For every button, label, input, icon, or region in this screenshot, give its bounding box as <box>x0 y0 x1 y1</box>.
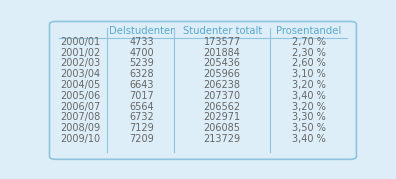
Text: 3,30 %: 3,30 % <box>292 112 326 122</box>
Text: 2,70 %: 2,70 % <box>292 37 326 47</box>
Text: 3,40 %: 3,40 % <box>292 91 326 101</box>
Text: 5239: 5239 <box>129 59 154 68</box>
Text: 3,40 %: 3,40 % <box>292 134 326 144</box>
FancyBboxPatch shape <box>50 21 356 159</box>
Text: 6564: 6564 <box>129 101 154 112</box>
Text: 2,60 %: 2,60 % <box>292 59 326 68</box>
Text: Studenter totalt: Studenter totalt <box>183 26 262 36</box>
Text: 2002/03: 2002/03 <box>60 59 100 68</box>
Text: 213729: 213729 <box>204 134 241 144</box>
Text: 3,10 %: 3,10 % <box>292 69 326 79</box>
Text: 6732: 6732 <box>129 112 154 122</box>
Text: 3,20 %: 3,20 % <box>292 80 326 90</box>
Text: 2009/10: 2009/10 <box>60 134 100 144</box>
Text: 206085: 206085 <box>204 123 241 133</box>
Text: 2001/02: 2001/02 <box>60 48 100 58</box>
Text: 206238: 206238 <box>204 80 241 90</box>
Text: 7129: 7129 <box>129 123 154 133</box>
Text: 2006/07: 2006/07 <box>60 101 100 112</box>
Text: 3,50 %: 3,50 % <box>292 123 326 133</box>
Text: 205436: 205436 <box>204 59 241 68</box>
Text: 4700: 4700 <box>129 48 154 58</box>
Text: 3,20 %: 3,20 % <box>292 101 326 112</box>
Text: 2003/04: 2003/04 <box>60 69 100 79</box>
Text: 206562: 206562 <box>204 101 241 112</box>
Text: 2007/08: 2007/08 <box>60 112 100 122</box>
Text: 6643: 6643 <box>129 80 154 90</box>
Text: 201884: 201884 <box>204 48 241 58</box>
Text: 2008/09: 2008/09 <box>60 123 100 133</box>
Text: 2004/05: 2004/05 <box>60 80 100 90</box>
Text: 207370: 207370 <box>204 91 241 101</box>
Text: 2005/06: 2005/06 <box>60 91 100 101</box>
Text: 2000/01: 2000/01 <box>60 37 100 47</box>
Text: 205966: 205966 <box>204 69 241 79</box>
Text: 202971: 202971 <box>204 112 241 122</box>
Text: 173577: 173577 <box>204 37 241 47</box>
Text: 7017: 7017 <box>129 91 154 101</box>
Text: Delstudenter: Delstudenter <box>109 26 175 36</box>
Text: 2,30 %: 2,30 % <box>292 48 326 58</box>
Text: Prosentandel: Prosentandel <box>276 26 341 36</box>
Text: 4733: 4733 <box>129 37 154 47</box>
Text: 7209: 7209 <box>129 134 154 144</box>
Text: 6328: 6328 <box>129 69 154 79</box>
